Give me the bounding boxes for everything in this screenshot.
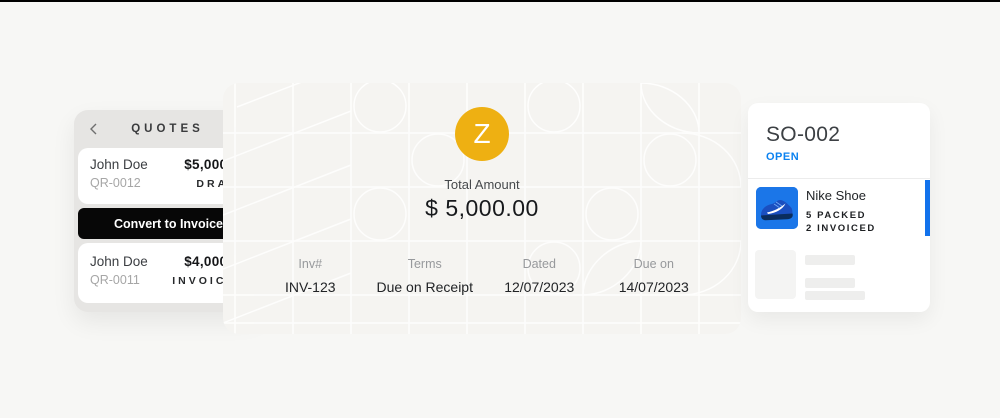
quotes-title: QUOTES (131, 123, 204, 135)
divider (748, 178, 930, 179)
detail-value: Due on Receipt (376, 279, 473, 295)
detail-terms: Terms Due on Receipt (368, 257, 483, 295)
skeleton-thumbnail (755, 250, 796, 299)
detail-invoice-number: Inv# INV-123 (253, 257, 368, 295)
detail-due-on: Due on 14/07/2023 (597, 257, 712, 295)
detail-value: INV-123 (284, 279, 336, 295)
item-name: Nike Shoe (806, 188, 866, 203)
top-border (0, 0, 1000, 2)
line-item-row[interactable]: Nike Shoe 5 PACKED 2 INVOICED (748, 179, 930, 237)
detail-dated: Dated 12/07/2023 (482, 257, 597, 295)
status-badge-open: OPEN (766, 151, 800, 163)
logo-letter: Z (473, 118, 491, 149)
quote-name: John Doe (90, 157, 148, 172)
quote-number: QR-0011 (90, 273, 140, 287)
sales-order-header: SO-002 OPEN (748, 103, 930, 163)
quote-name: John Doe (90, 254, 148, 269)
item-invoiced-count: 2 INVOICED (806, 223, 876, 234)
invoice-details-row: Inv# INV-123 Terms Due on Receipt Dated … (253, 257, 711, 295)
detail-label: Dated (522, 257, 556, 271)
detail-label: Due on (633, 257, 674, 271)
sales-order-title: SO-002 (766, 123, 841, 146)
detail-label: Inv# (298, 257, 323, 271)
detail-label: Terms (407, 257, 442, 271)
zoho-z-logo-icon: Z (455, 107, 509, 161)
skeleton-line (805, 278, 855, 288)
total-amount-value: $ 5,000.00 (425, 195, 539, 221)
shoe-image-icon (756, 187, 798, 229)
chevron-left-icon[interactable] (87, 121, 103, 137)
skeleton-line (805, 255, 855, 265)
detail-value: 12/07/2023 (504, 279, 575, 295)
skeleton-line (805, 291, 865, 300)
total-amount-label: Total Amount (444, 177, 520, 192)
item-accent-bar (925, 180, 930, 236)
item-packed-count: 5 PACKED (806, 210, 867, 221)
detail-value: 14/07/2023 (618, 279, 689, 295)
quote-number: QR-0012 (90, 176, 141, 190)
sales-order-panel: SO-002 OPEN Nike Shoe 5 PACKED 2 INVOICE… (748, 103, 930, 312)
invoice-panel: Z Total Amount $ 5,000.00 Inv# INV-123 T… (223, 83, 741, 334)
